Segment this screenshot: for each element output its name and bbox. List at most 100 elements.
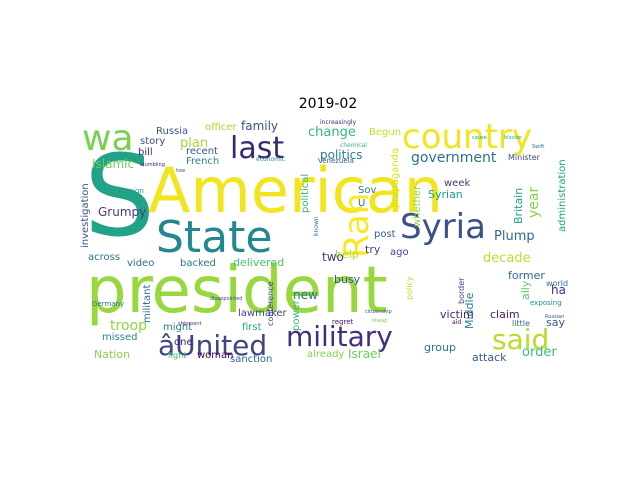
word-story: story [140,136,165,147]
word-middle: Middle [463,292,476,329]
word-missed: missed [102,332,137,343]
word-might: might [163,322,192,333]
word-ally: ally [519,280,532,300]
word-syrian: Syrian [428,188,463,201]
word-president: president [86,254,388,328]
word-grumpy: Grumpy [98,205,146,219]
word-video: video [127,258,154,269]
word-begun: Begun [369,127,401,138]
word-venezuela: Venezuela [318,157,354,165]
word-government: government [411,150,497,166]
word-britain: Britain [512,188,525,224]
word-state: State [156,212,272,263]
word-ran: Ran [337,193,377,258]
word-american: American [148,154,443,227]
word-aid: aid [452,319,461,326]
word-politics: politics [320,148,363,162]
word-tow: tow [176,168,185,174]
word-lawmaker: lawmaker [238,308,288,319]
word-little: little [512,319,530,328]
word-administration: administration [557,159,568,232]
word-plan: plan [180,136,208,151]
word-syria: Syria [400,207,486,247]
word-economic: economic [256,156,285,163]
word-victim: victim [440,308,474,321]
word-cause: cause [472,135,487,141]
word-year: year [526,187,542,218]
word-week: week [444,178,470,189]
word-increasingly: increasingly [320,119,357,126]
word-order: order [522,345,557,360]
word-bill: bill [138,147,153,158]
word-first: first [242,322,262,333]
word-investigation: investigation [80,183,91,248]
word-lineup: lineup [372,318,387,324]
word-country: country [402,117,532,157]
word-whether: whether [412,185,423,227]
word-say: say [546,316,565,329]
word-already: already [307,349,344,360]
word-new: new [293,288,318,302]
word-conference: conference [266,281,275,326]
word-former: former [508,269,545,282]
word-russia: Russia [156,126,188,137]
word-ha: ha [551,283,566,297]
word-regret: regret [332,318,354,326]
word-officer: officer [205,122,237,133]
word-policy: policy [405,276,414,300]
word-minister: Minister [508,153,541,162]
word-blocker: blocker [504,135,523,141]
word-group: group [424,341,456,354]
word-wa: wa [82,118,134,159]
word-change: change [308,125,356,140]
word-delivered: delivered [233,256,284,269]
word-plump: Plump [494,229,535,244]
word-backed: backed [180,258,216,269]
word-nation: Nation [94,348,130,361]
word-power: power [291,299,302,331]
word-propaganda: propaganda [390,148,401,208]
word-fight: fight [168,351,186,360]
word-family: family [241,119,278,133]
word-political: political [300,174,311,213]
word-foreign: Foreign [118,187,144,195]
word-world: world [546,279,568,288]
word-border: border [457,277,466,304]
word-israel: Israel [348,347,381,361]
word-last: last [230,131,284,166]
word-citizenship: citizenship [365,309,392,315]
word-woman: woman [197,350,234,361]
chart-title: 2019-02 [299,96,358,112]
word-germany: Germany [92,300,124,308]
word-swift: Swift [532,144,544,150]
word-try: try [365,243,381,256]
word-across: across [88,252,120,263]
word-recent: recent [186,146,218,157]
word-troop: troop [110,318,147,334]
word-claim: claim [490,308,520,321]
word-sov: Sov [358,185,376,196]
word-help: help [335,248,359,261]
word-ago: ago [390,247,409,258]
word-decade: decade [483,251,531,266]
word-united: âUnited [158,329,267,362]
word-exposing: exposing [530,299,562,307]
word-disappointed: disappointed [210,296,242,302]
word-russian: Russian [545,314,564,320]
word-post: post [374,229,396,240]
word-known: known [313,216,320,236]
word-u: U [358,198,365,209]
word-attack: attack [472,351,507,364]
word-chemical: chemical [340,142,367,149]
word-two: two [322,250,344,264]
word-islamic: Islamic [92,157,134,171]
word-stumbling: stumbling [140,162,165,168]
word-militant: militant [142,285,153,323]
word-s: S [84,132,155,262]
word-military: military [286,320,393,353]
word-one: one [174,337,193,348]
word-said: said [492,323,549,356]
word-shipment: shipment [178,321,201,327]
